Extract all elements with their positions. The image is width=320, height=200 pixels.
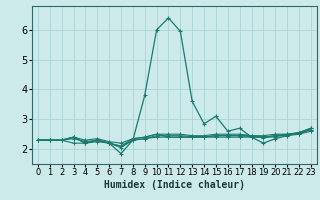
X-axis label: Humidex (Indice chaleur): Humidex (Indice chaleur) [104,180,245,190]
